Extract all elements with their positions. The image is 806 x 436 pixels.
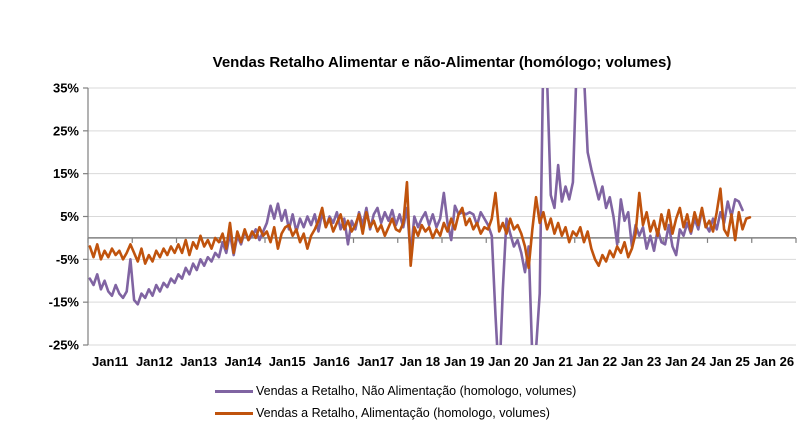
x-tick-label: Jan17 (357, 354, 394, 369)
chart-title: Vendas Retalho Alimentar e não-Alimentar… (213, 54, 672, 71)
y-tick-label: 25% (53, 123, 79, 138)
legend-label-nonfood: Vendas a Retalho, Não Alimentação (homol… (256, 384, 577, 398)
y-tick-label: -15% (49, 295, 80, 310)
x-tick-label: Jan 20 (488, 354, 528, 369)
legend-item-food: Vendas a Retalho, Alimentação (homologo,… (215, 406, 576, 421)
x-tick-label: Jan 21 (532, 354, 572, 369)
x-tick-label: Jan 26 (754, 354, 794, 369)
legend-label-food: Vendas a Retalho, Alimentação (homologo,… (256, 406, 550, 420)
series-group (88, 88, 752, 345)
x-tick-label: Jan 22 (577, 354, 617, 369)
x-tick-label: Jan12 (136, 354, 173, 369)
y-tick-label: 5% (60, 209, 79, 224)
x-tick-label: Jan13 (180, 354, 217, 369)
x-tick-label: Jan16 (313, 354, 350, 369)
y-tick-label: 15% (53, 166, 79, 181)
x-tick-label: Jan15 (269, 354, 306, 369)
y-tick-label: -5% (56, 252, 80, 267)
y-axis-group: 35% 25% 15% 5% -5% -15% -25% (49, 81, 89, 353)
gridlines-group (88, 87, 796, 346)
x-tick-label: Jan 25 (709, 354, 749, 369)
food-line-swatch (215, 411, 253, 416)
y-tick-label: -25% (49, 338, 80, 353)
x-tick-label: Jan 23 (621, 354, 661, 369)
y-tick-label: 35% (53, 81, 79, 96)
x-tick-label: Jan 19 (444, 354, 484, 369)
series-food-line (88, 180, 752, 270)
x-tick-label: Jan 18 (400, 354, 440, 369)
x-tick-label: Jan11 (92, 354, 128, 369)
chart-legend: Vendas a Retalho, Não Alimentação (homol… (215, 384, 576, 421)
x-tick-label: Jan14 (224, 354, 262, 369)
x-axis-group: Jan11 Jan12 Jan13 Jan14 Jan15 Jan16 Jan17 Jan 1… (87, 237, 797, 369)
legend-item-nonfood: Vendas a Retalho, Não Alimentação (homol… (215, 384, 576, 399)
x-tick-label: Jan 24 (665, 354, 706, 369)
nonfood-line-swatch (215, 389, 253, 394)
